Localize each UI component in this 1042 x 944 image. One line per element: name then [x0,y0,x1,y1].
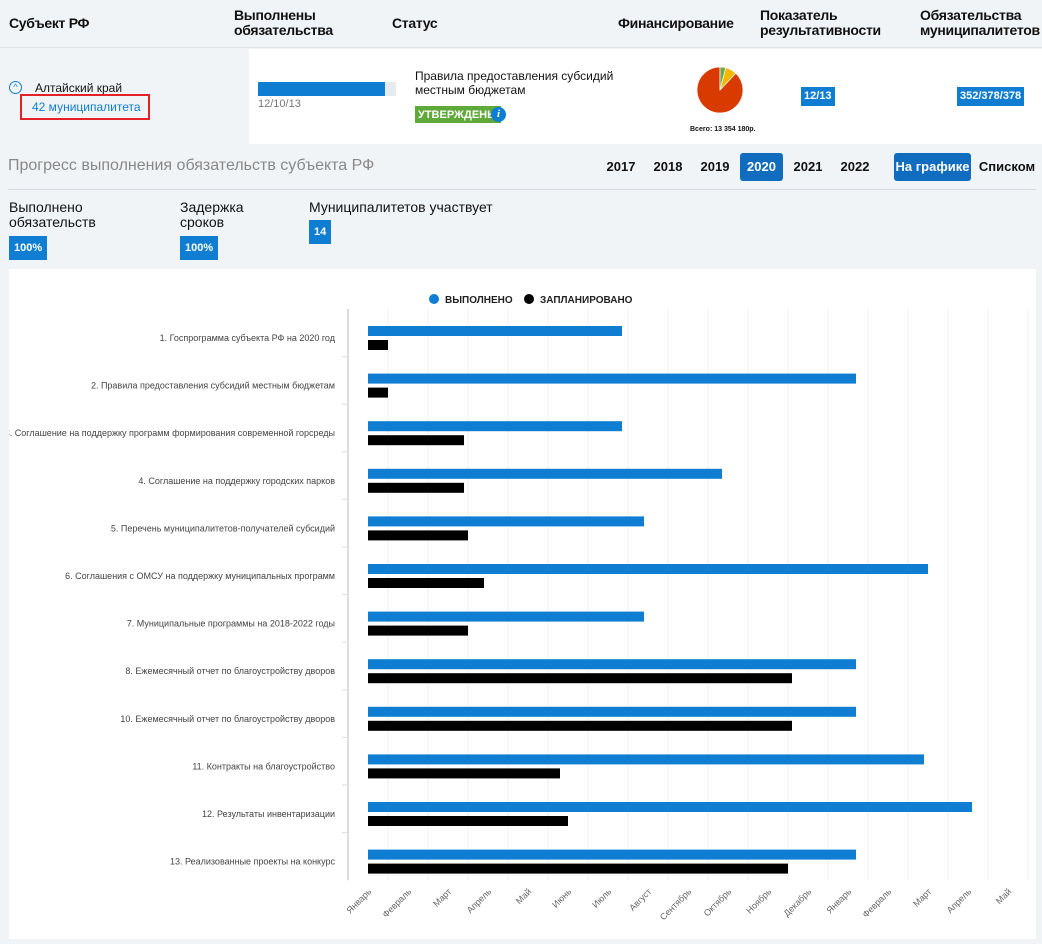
section-title: Прогресс выполнения обязательств субъект… [8,157,375,174]
bar-done[interactable] [368,564,928,574]
view-chart-button[interactable]: На графике [894,153,971,181]
col-status[interactable]: Статус [392,15,438,31]
category-label: 2. Правила предоставления субсидий местн… [91,381,335,391]
bar-planned[interactable] [368,720,792,731]
year-tab-2020[interactable]: 2020 [740,153,783,181]
stat-done: Выполнено обязательств [9,199,96,230]
col-muni[interactable]: Обязательства муниципалитетов [920,7,1040,38]
indicator-badge: 12/13 [801,87,835,106]
category-label: 10. Ежемесячный отчет по благоустройству… [120,714,335,724]
category-label: 11. Контракты на благоустройство [192,761,335,771]
x-tick-label: Апрель [465,886,494,915]
bar-planned[interactable] [368,816,568,826]
funding-total: Всего: 13 354 180р. [690,126,756,133]
bar-planned[interactable] [368,530,468,541]
region-name: Алтайский край [35,81,123,95]
year-tab-2021[interactable]: 2021 [793,159,823,174]
bar-planned[interactable] [368,625,468,636]
x-tick-label: Январь [825,886,854,915]
col-done[interactable]: Выполнены обязательства [234,7,333,38]
bar-done[interactable] [368,326,622,336]
bar-planned[interactable] [368,578,484,588]
view-list-button[interactable]: Списком [978,159,1036,174]
bar-planned[interactable] [368,435,464,446]
bar-planned[interactable] [368,387,388,398]
x-tick-label: Апрель [945,886,974,915]
col-subject[interactable]: Субъект РФ [9,15,90,31]
status-text: Правила предоставления субсидий местным … [415,69,614,97]
x-tick-label: Март [911,887,933,909]
category-label: 13. Реализованные проекты на конкурс [170,857,335,867]
funding-pie [697,67,743,113]
bar-done[interactable] [368,754,924,765]
category-label: 5. Перечень муниципалитетов-получателей … [111,523,335,533]
year-tab-2022[interactable]: 2022 [840,159,870,174]
pie-slice [719,67,727,91]
info-icon[interactable]: i [491,107,506,122]
stat-delay-value: 100% [180,236,219,260]
x-tick-label: Сентябрь [658,886,694,922]
progress-chart: Январь Февраль Март Апрель Май Июнь Июль Август… [5,269,1036,939]
bar-planned[interactable] [368,768,560,779]
x-tick-label: Ноябрь [744,886,773,915]
x-tick-label: Октябрь [702,886,734,918]
x-tick-label: Июнь [550,886,573,909]
bar-done[interactable] [368,516,644,527]
table-header: Субъект РФ Выполнены обязательства Стату… [0,0,1042,48]
divider [8,189,1036,190]
category-label: 1. Госпрограмма субъекта РФ на 2020 год [160,333,336,343]
bar-done[interactable] [368,849,856,860]
bar-done[interactable] [368,468,722,479]
x-tick-label: Февраль [860,886,893,919]
x-tick-label: Январь [345,886,374,915]
year-tab-2018[interactable]: 2018 [653,159,683,174]
bar-planned[interactable] [368,863,788,874]
bar-done[interactable] [368,802,972,812]
municipalities-link[interactable]: 42 муниципалитета [20,94,150,120]
collapse-chevron-icon[interactable]: ^ [9,81,22,94]
x-tick-label: Май [994,887,1014,907]
category-label: 4. Соглашение на поддержку городских пар… [138,476,335,486]
x-tick-label: Февраль [380,886,413,919]
x-tick-label: Март [431,887,453,909]
category-label: 12. Результаты инвентаризации [202,809,335,819]
bar-done[interactable] [368,373,856,384]
category-label: 7. Муниципальные программы на 2018-2022 … [127,619,335,629]
bar-planned[interactable] [368,482,464,493]
stat-muni-value: 14 [309,220,332,244]
x-tick-label: Июль [590,886,614,910]
legend-marker [524,294,534,304]
col-indicator[interactable]: Показатель результативности [760,7,881,38]
category-label: 3. Соглашение на поддержку программ форм… [9,428,335,438]
year-tab-2019[interactable]: 2019 [700,159,730,174]
status-badge: УТВЕРЖДЕНЫ [415,106,501,123]
bar-chart-svg: Январь Февраль Март Апрель Май Июнь Июль Август… [5,294,1029,922]
col-funding[interactable]: Финансирование [618,15,734,31]
category-label: 8. Ежемесячный отчет по благоустройству … [125,666,335,676]
x-tick-label: Декабрь [782,886,814,918]
bar-done[interactable] [368,611,644,622]
legend-marker [429,294,439,304]
stat-done-value: 100% [9,236,48,260]
stat-delay: Задержка сроков [180,199,244,230]
bar-done[interactable] [368,706,856,717]
muni-obligations-badge: 352/378/378 [957,87,1025,106]
category-label: 6. Соглашения с ОМСУ на поддержку муници… [65,571,335,581]
bar-done[interactable] [368,659,856,670]
bar-planned[interactable] [368,673,792,684]
year-tab-2017[interactable]: 2017 [606,159,636,174]
bar-planned[interactable] [368,340,388,350]
table-row: ^ Алтайский край 42 муниципалитета 12/10… [0,49,1042,144]
progress-text: 12/10/13 [258,98,301,110]
x-tick-label: Август [627,887,653,913]
bar-done[interactable] [368,421,622,432]
legend-label[interactable]: ЗАПЛАНИРОВАНО [540,295,633,306]
progress-bar [258,82,396,96]
x-tick-label: Май [514,887,534,907]
legend-label[interactable]: ВЫПОЛНЕНО [445,295,513,306]
stat-muni: Муниципалитетов участвует [309,199,493,215]
